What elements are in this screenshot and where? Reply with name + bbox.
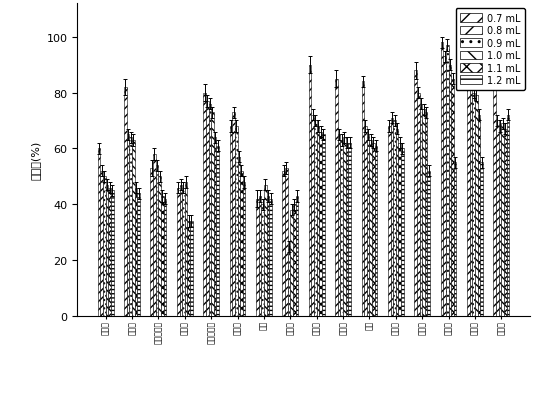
Bar bbox=[367, 135, 370, 316]
Bar bbox=[338, 135, 340, 316]
Bar bbox=[261, 205, 264, 316]
Bar bbox=[317, 127, 319, 316]
Bar bbox=[322, 135, 325, 316]
Bar bbox=[319, 133, 322, 316]
Bar bbox=[499, 127, 501, 316]
Bar bbox=[156, 166, 159, 316]
Bar bbox=[473, 93, 475, 316]
Bar bbox=[422, 110, 425, 316]
Bar bbox=[232, 113, 235, 316]
Bar bbox=[288, 247, 290, 316]
Bar bbox=[335, 79, 338, 316]
Bar bbox=[441, 43, 443, 316]
Bar bbox=[153, 155, 156, 316]
Bar bbox=[290, 210, 293, 316]
Bar bbox=[343, 138, 345, 316]
Bar bbox=[393, 121, 396, 316]
Bar bbox=[100, 171, 103, 316]
Bar bbox=[235, 127, 238, 316]
Bar bbox=[370, 141, 372, 316]
Bar bbox=[507, 116, 509, 316]
Bar bbox=[420, 104, 422, 316]
Legend: 0.7 mL, 0.8 mL, 0.9 mL, 1.0 mL, 1.1 mL, 1.2 mL: 0.7 mL, 0.8 mL, 0.9 mL, 1.0 mL, 1.1 mL, … bbox=[456, 9, 525, 91]
Bar bbox=[414, 71, 417, 316]
Bar bbox=[296, 196, 298, 316]
Bar bbox=[187, 222, 190, 316]
Bar bbox=[477, 116, 480, 316]
Bar bbox=[496, 121, 499, 316]
Bar bbox=[135, 188, 137, 316]
Bar bbox=[388, 127, 390, 316]
Bar bbox=[203, 93, 206, 316]
Bar bbox=[493, 65, 496, 316]
Bar bbox=[266, 196, 269, 316]
Bar bbox=[132, 141, 135, 316]
Bar bbox=[103, 177, 106, 316]
Bar bbox=[129, 138, 132, 316]
Bar bbox=[151, 169, 153, 316]
Bar bbox=[470, 79, 473, 316]
Bar bbox=[311, 116, 314, 316]
Bar bbox=[293, 205, 296, 316]
Bar bbox=[124, 88, 127, 316]
Bar bbox=[179, 185, 182, 316]
Bar bbox=[161, 196, 164, 316]
Bar bbox=[348, 144, 351, 316]
Bar bbox=[504, 130, 507, 316]
Bar bbox=[390, 119, 393, 316]
Bar bbox=[111, 191, 114, 316]
Bar bbox=[345, 144, 348, 316]
Bar bbox=[428, 171, 430, 316]
Bar bbox=[398, 144, 401, 316]
Bar bbox=[309, 65, 311, 316]
Bar bbox=[425, 113, 428, 316]
Bar bbox=[340, 141, 343, 316]
Bar bbox=[372, 144, 375, 316]
Bar bbox=[106, 185, 108, 316]
Bar bbox=[98, 149, 100, 316]
Bar bbox=[137, 193, 140, 316]
Bar bbox=[108, 188, 111, 316]
Bar bbox=[216, 146, 219, 316]
Bar bbox=[190, 222, 193, 316]
Bar bbox=[208, 104, 211, 316]
Bar bbox=[182, 188, 185, 316]
Bar bbox=[269, 199, 272, 316]
Bar bbox=[127, 135, 129, 316]
Bar bbox=[243, 182, 246, 316]
Bar bbox=[282, 171, 285, 316]
Bar bbox=[264, 185, 266, 316]
Bar bbox=[206, 102, 208, 316]
Bar bbox=[177, 188, 179, 316]
Bar bbox=[211, 113, 214, 316]
Y-axis label: 回收率(%): 回收率(%) bbox=[31, 141, 41, 180]
Bar bbox=[449, 65, 451, 316]
Bar bbox=[240, 171, 243, 316]
Bar bbox=[364, 127, 367, 316]
Bar bbox=[396, 130, 398, 316]
Bar bbox=[258, 196, 261, 316]
Bar bbox=[256, 199, 258, 316]
Bar bbox=[285, 169, 288, 316]
Bar bbox=[375, 146, 378, 316]
Bar bbox=[230, 127, 232, 316]
Bar bbox=[238, 157, 240, 316]
Bar bbox=[314, 121, 317, 316]
Bar bbox=[467, 38, 470, 316]
Bar bbox=[501, 124, 504, 316]
Bar bbox=[362, 82, 364, 316]
Bar bbox=[401, 149, 404, 316]
Bar bbox=[446, 46, 449, 316]
Bar bbox=[164, 199, 166, 316]
Bar bbox=[451, 79, 454, 316]
Bar bbox=[159, 177, 161, 316]
Bar bbox=[185, 182, 187, 316]
Bar bbox=[454, 163, 457, 316]
Bar bbox=[417, 93, 420, 316]
Bar bbox=[475, 96, 477, 316]
Bar bbox=[214, 138, 216, 316]
Bar bbox=[480, 163, 483, 316]
Bar bbox=[443, 57, 446, 316]
